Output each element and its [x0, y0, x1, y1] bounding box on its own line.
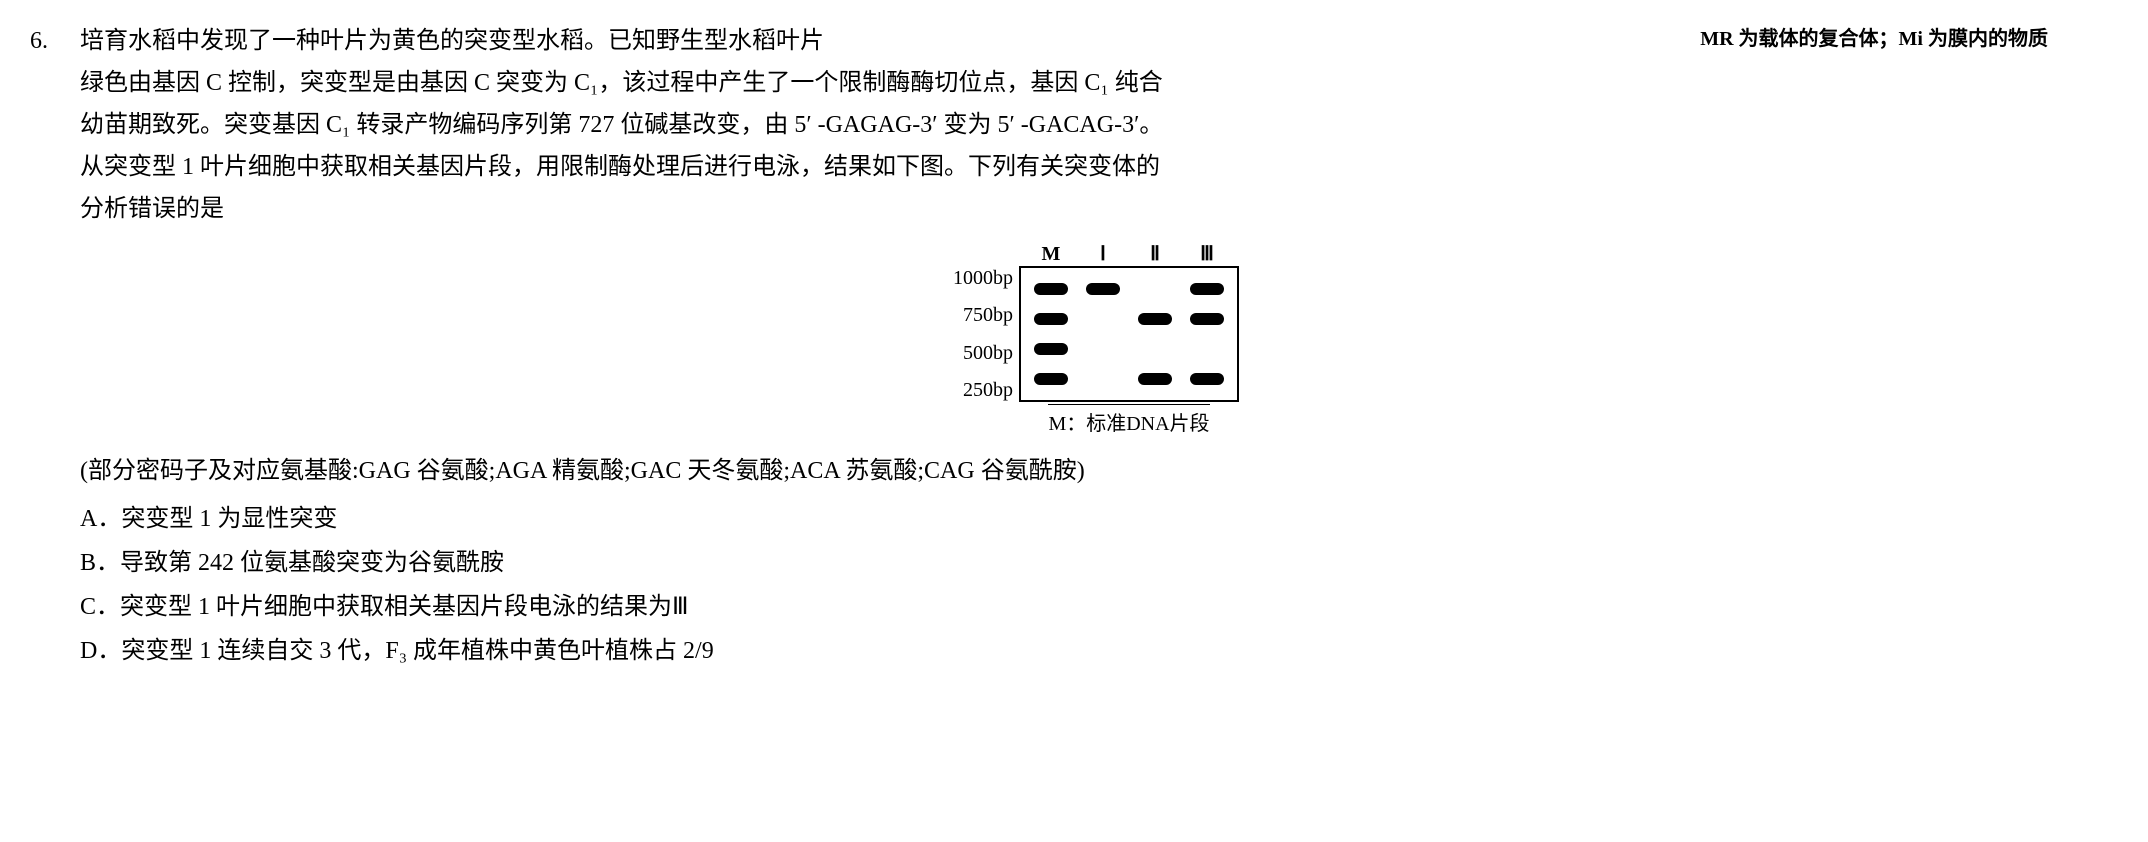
option-text: 突变型 1 叶片细胞中获取相关基因片段电泳的结果为Ⅲ: [120, 594, 689, 620]
gel-slot: [1129, 364, 1181, 394]
gel-band: [1138, 313, 1172, 325]
options: A．突变型 1 为显性突变 B．导致第 242 位氨基酸突变为谷氨酰胺 C．突变…: [80, 498, 2108, 672]
size-label: 1000bp: [949, 268, 1013, 288]
gel-band: [1034, 283, 1068, 295]
gel-band: [1190, 283, 1224, 295]
lane-2: [1129, 274, 1181, 394]
gel-box: [1019, 266, 1239, 402]
lane-header: Ⅱ: [1129, 242, 1181, 266]
option-C: C．突变型 1 叶片细胞中获取相关基因片段电泳的结果为Ⅲ: [80, 586, 2108, 628]
gel-slot: [1181, 304, 1233, 334]
gel-slot: [1077, 334, 1129, 364]
option-B: B．导致第 242 位氨基酸突变为谷氨酰胺: [80, 542, 2108, 584]
lane-header: M: [1025, 242, 1077, 266]
gel-slot: [1025, 274, 1077, 304]
gel-slot: [1181, 364, 1233, 394]
option-A: A．突变型 1 为显性突变: [80, 498, 2108, 540]
gel-band: [1190, 373, 1224, 385]
lane-M: [1025, 274, 1077, 394]
margin-annotation: MR 为载体的复合体；Mi 为膜内的物质: [1700, 22, 2048, 57]
question-body: 培育水稻中发现了一种叶片为黄色的突变型水稻。已知野生型水稻叶片 绿色由基因 C …: [80, 20, 2108, 672]
gel-band: [1034, 313, 1068, 325]
gel-slot: [1077, 274, 1129, 304]
gel-slot: [1129, 334, 1181, 364]
lane-headers: M Ⅰ Ⅱ Ⅲ: [1025, 242, 1233, 266]
body-line: 从突变型 1 叶片细胞中获取相关基因片段，用限制酶处理后进行电泳，结果如下图。下…: [80, 146, 2108, 188]
gel-band: [1034, 373, 1068, 385]
gel-figure: M Ⅰ Ⅱ Ⅲ 1000bp 750bp 500bp 250bp: [80, 242, 2108, 442]
size-label: 750bp: [949, 305, 1013, 325]
codon-info: (部分密码子及对应氨基酸:GAG 谷氨酸;AGA 精氨酸;GAC 天冬氨酸;AC…: [80, 450, 2108, 492]
gel-slot: [1181, 274, 1233, 304]
option-text: 导致第 242 位氨基酸突变为谷氨酰胺: [120, 550, 504, 576]
lane-header: Ⅲ: [1181, 242, 1233, 266]
size-label: 250bp: [949, 380, 1013, 400]
gel-slot: [1181, 334, 1233, 364]
gel-slot: [1077, 364, 1129, 394]
gel-band: [1034, 343, 1068, 355]
gel-slot: [1129, 304, 1181, 334]
gel-band: [1138, 373, 1172, 385]
gel-band: [1190, 313, 1224, 325]
gel-slot: [1025, 304, 1077, 334]
gel-band: [1086, 283, 1120, 295]
gel-slot: [1077, 304, 1129, 334]
body-line: 分析错误的是: [80, 188, 2108, 230]
lane-1: [1077, 274, 1129, 394]
gel-slot: [1025, 334, 1077, 364]
option-text: 突变型 1 为显性突变: [121, 506, 337, 532]
lane-3: [1181, 274, 1233, 394]
gel-caption: M：标准DNA片段: [1048, 404, 1209, 442]
body-line: 幼苗期致死。突变基因 C₁ 转录产物编码序列第 727 位碱基改变，由 5′ -…: [80, 104, 2108, 146]
gel-slot: [1129, 274, 1181, 304]
lane-header: Ⅰ: [1077, 242, 1129, 266]
size-labels: 1000bp 750bp 500bp 250bp: [949, 268, 1019, 400]
size-label: 500bp: [949, 343, 1013, 363]
option-text: 突变型 1 连续自交 3 代，F₃ 成年植株中黄色叶植株占 2/9: [121, 638, 713, 664]
option-D: D．突变型 1 连续自交 3 代，F₃ 成年植株中黄色叶植株占 2/9: [80, 630, 2108, 672]
gel-slot: [1025, 364, 1077, 394]
body-line: 绿色由基因 C 控制，突变型是由基因 C 突变为 C₁，该过程中产生了一个限制酶…: [80, 62, 2108, 104]
question-number: 6.: [30, 20, 48, 62]
question-block: 6. MR 为载体的复合体；Mi 为膜内的物质 培育水稻中发现了一种叶片为黄色的…: [40, 20, 2108, 672]
